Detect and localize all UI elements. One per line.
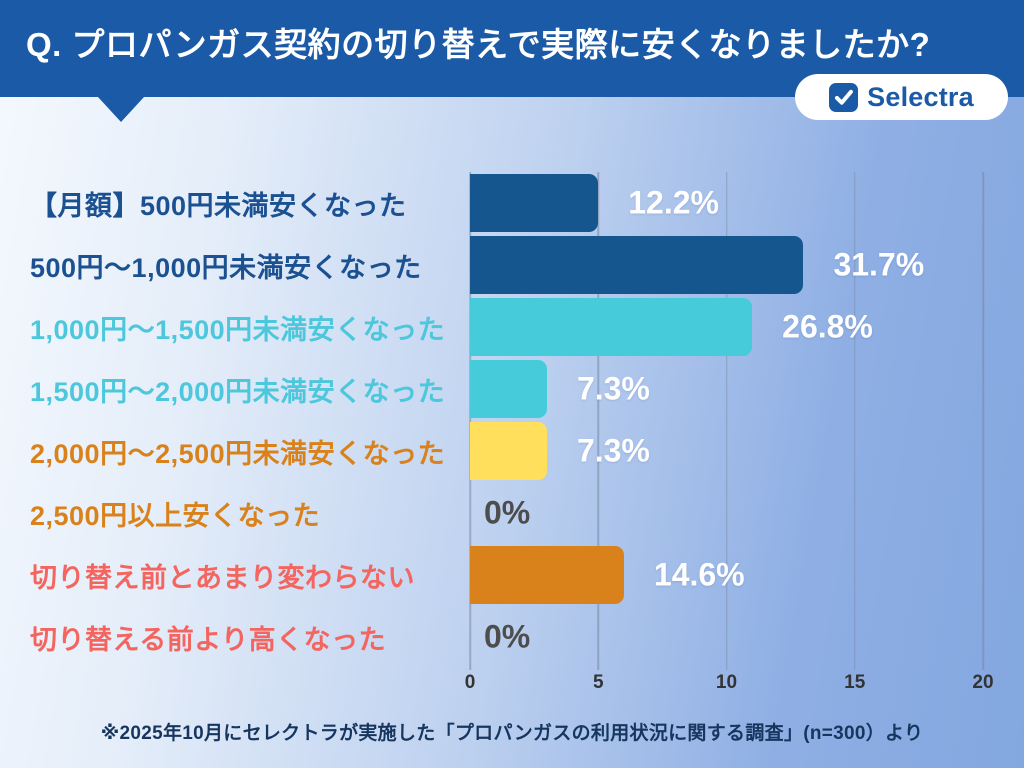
chart-rows: 【月額】500円未満安くなった 12.2% 500円〜1,000円未満安くなった 31…: [0, 172, 1024, 668]
speech-bubble-tail: [98, 97, 144, 122]
plot-area: 12.2%: [470, 174, 983, 232]
plot-area: 0%: [470, 484, 983, 542]
value-label: 12.2%: [628, 184, 719, 221]
plot-area: 31.7%: [470, 236, 983, 294]
x-axis-tick-label: 15: [844, 672, 866, 693]
x-axis-tick-label: 10: [715, 672, 738, 693]
value-label: 0%: [484, 618, 531, 655]
bar: [470, 546, 624, 604]
chart-row: 【月額】500円未満安くなった 12.2%: [0, 172, 1024, 234]
source-note: ※2025年10月にセレクトラが実施した「プロパンガスの利用状況に関する調査」(…: [100, 723, 924, 744]
category-label: 2,000円〜2,500円未満安くなった: [30, 438, 446, 469]
chart-row: 切り替える前より高くなった 0%: [0, 606, 1024, 668]
x-axis: 0 5 10 15 20: [465, 672, 994, 698]
bar: [470, 174, 599, 232]
x-axis-tick-label: 20: [972, 672, 994, 693]
x-axis-tick-label: 5: [592, 672, 604, 693]
plot-area: 7.3%: [470, 422, 983, 480]
chart-row: 2,500円以上安くなった 0%: [0, 482, 1024, 544]
category-label: 500円〜1,000円未満安くなった: [30, 252, 422, 283]
plot-area: 26.8%: [470, 298, 983, 356]
category-label: 切り替え前とあまり変わらない: [30, 562, 415, 593]
chart-row: 500円〜1,000円未満安くなった 31.7%: [0, 234, 1024, 296]
category-label: 2,500円以上安くなった: [30, 500, 321, 531]
chart-row: 1,000円〜1,500円未満安くなった 26.8%: [0, 296, 1024, 358]
header-banner: Q. プロパンガス契約の切り替えで実際に安くなりましたか?: [0, 0, 1024, 97]
check-square-icon: [829, 82, 859, 112]
plot-area: 7.3%: [470, 360, 983, 418]
bar: [470, 360, 547, 418]
chart-row: 2,000円〜2,500円未満安くなった 7.3%: [0, 420, 1024, 482]
category-label: 【月額】500円未満安くなった: [30, 190, 407, 221]
bar: [470, 236, 804, 294]
value-label: 7.3%: [576, 432, 650, 469]
category-label: 1,000円〜1,500円未満安くなった: [30, 314, 446, 345]
selectra-logo-text: Selectra: [867, 81, 974, 112]
chart-row: 1,500円〜2,000円未満安くなった 7.3%: [0, 358, 1024, 420]
value-label: 14.6%: [653, 556, 745, 593]
plot-area: 14.6%: [470, 546, 983, 604]
plot-area: 0%: [470, 608, 983, 666]
x-axis-tick-label: 0: [464, 672, 476, 693]
bar: [470, 298, 753, 356]
value-label: 0%: [484, 494, 531, 531]
value-label: 26.8%: [782, 308, 873, 345]
value-label: 7.3%: [576, 370, 650, 407]
question-title: Q. プロパンガス契約の切り替えで実際に安くなりましたか?: [26, 25, 931, 63]
value-label: 31.7%: [833, 246, 925, 283]
chart-row: 切り替え前とあまり変わらない 14.6%: [0, 544, 1024, 606]
category-label: 1,500円〜2,000円未満安くなった: [30, 376, 446, 407]
bar-chart: 【月額】500円未満安くなった 12.2% 500円〜1,000円未満安くなった 31…: [0, 172, 1024, 670]
selectra-logo: Selectra: [795, 74, 1008, 120]
category-label: 切り替える前より高くなった: [30, 624, 387, 655]
bar: [470, 422, 547, 480]
